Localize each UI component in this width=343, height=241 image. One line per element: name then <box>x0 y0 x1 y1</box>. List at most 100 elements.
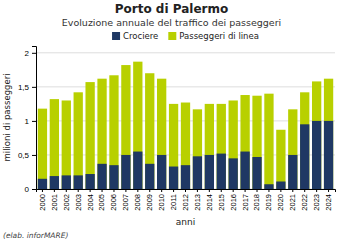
tick-label: 2008 <box>133 194 142 211</box>
bar <box>50 99 59 189</box>
tick-mark <box>328 189 329 192</box>
tick-mark <box>161 189 162 192</box>
legend-swatch <box>112 32 120 40</box>
tick-mark <box>32 87 36 88</box>
bar <box>38 109 47 189</box>
legend-item: Passeggeri di linea <box>168 31 259 41</box>
tick-mark <box>280 189 281 192</box>
bar <box>193 109 202 189</box>
bar <box>300 92 309 189</box>
bar <box>288 155 297 189</box>
tick: 2002 <box>62 189 71 211</box>
legend-item: Crociere <box>112 31 158 41</box>
tick-label: 2022 <box>300 194 309 211</box>
axis-line <box>32 47 37 190</box>
series <box>38 121 333 189</box>
subtitle: Evoluzione annuale del traffico dei pass… <box>62 17 281 28</box>
tick: 2021 <box>288 189 297 211</box>
tick-mark <box>233 189 234 192</box>
tick: 2016 <box>229 189 238 211</box>
bar <box>97 164 106 189</box>
bars <box>38 62 333 189</box>
legend-label: Passeggeri di linea <box>179 31 259 41</box>
tick: 2020 <box>276 189 285 211</box>
bar <box>288 109 297 189</box>
tick-mark <box>257 189 258 192</box>
tick-label: 2018 <box>252 194 261 211</box>
tick: 0 <box>25 185 36 194</box>
tick-label: 2003 <box>74 194 83 211</box>
tick-mark <box>113 189 114 192</box>
bar <box>62 100 71 189</box>
tick-mark <box>245 189 246 192</box>
bar <box>121 155 130 189</box>
annotation: (elab. inforMARE) <box>3 231 68 240</box>
bar <box>240 95 249 189</box>
tick-mark <box>125 189 126 192</box>
bar <box>38 179 47 189</box>
tick-mark <box>54 189 55 192</box>
tick-mark <box>102 189 103 192</box>
bar <box>157 79 166 189</box>
tick: 2005 <box>97 189 106 211</box>
tick-label: 2007 <box>121 194 130 211</box>
bar <box>193 156 202 189</box>
tick: 2024 <box>324 189 333 211</box>
tick: 2 <box>25 49 36 58</box>
bar <box>276 182 285 189</box>
bar <box>312 121 321 189</box>
tick-label: 2005 <box>97 194 106 211</box>
tick-mark <box>42 189 43 192</box>
grid-line <box>36 86 335 87</box>
bar <box>121 65 130 189</box>
bar <box>324 121 333 189</box>
bar <box>217 154 226 189</box>
tick-label: 2012 <box>181 194 190 211</box>
tick-mark <box>292 189 293 192</box>
tick: 2023 <box>312 189 321 211</box>
tick-mark <box>32 53 36 54</box>
bar <box>252 96 261 189</box>
tick: 2006 <box>109 189 118 211</box>
tick-mark <box>137 189 138 192</box>
tick: 2022 <box>300 189 309 211</box>
tick: 1 <box>25 117 36 126</box>
tick-mark <box>32 155 36 156</box>
tick-mark <box>316 189 317 192</box>
tick: 2007 <box>121 189 130 211</box>
tick-mark <box>173 189 174 192</box>
bar <box>264 94 273 189</box>
bar <box>74 92 83 189</box>
tick: 2001 <box>50 189 59 211</box>
tick-mark <box>185 189 186 192</box>
tick-label: 2000 <box>38 194 47 211</box>
bar <box>181 165 190 189</box>
title: Porto di Palermo <box>115 2 228 16</box>
tick-label: 1,5 <box>18 83 30 92</box>
bar <box>205 155 214 189</box>
grid <box>36 53 335 189</box>
bar <box>240 152 249 189</box>
tick-label: 2019 <box>264 194 273 211</box>
bar <box>217 104 226 189</box>
legend-label: Crociere <box>123 31 158 41</box>
tick: 2008 <box>133 189 142 211</box>
y-axis: 00,511,52 <box>18 47 37 195</box>
tick-label: 2013 <box>193 194 202 211</box>
bar <box>205 104 214 189</box>
bar <box>133 152 142 189</box>
tick-mark <box>78 189 79 192</box>
y-axis-label: milioni di passeggeri <box>2 73 12 161</box>
tick-mark <box>90 189 91 192</box>
bar <box>181 103 190 189</box>
bar <box>109 75 118 189</box>
grid-line <box>36 52 335 53</box>
x-axis: 2000200120022003200420052006200720082009… <box>37 189 336 211</box>
tick-mark <box>149 189 150 192</box>
tick: 1,5 <box>18 83 36 92</box>
legend: Crociere Passeggeri di linea <box>112 31 259 41</box>
tick-label: 2015 <box>217 194 226 211</box>
tick-label: 2011 <box>169 194 178 210</box>
tick-label: 2006 <box>109 194 118 211</box>
bar <box>264 184 273 189</box>
